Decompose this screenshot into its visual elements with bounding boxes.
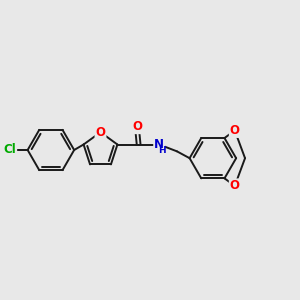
Text: O: O — [230, 124, 240, 137]
Text: N: N — [154, 138, 164, 151]
Text: O: O — [132, 120, 142, 133]
Text: O: O — [95, 126, 106, 139]
Text: H: H — [158, 146, 165, 155]
Text: Cl: Cl — [4, 143, 16, 157]
Text: O: O — [230, 179, 240, 192]
